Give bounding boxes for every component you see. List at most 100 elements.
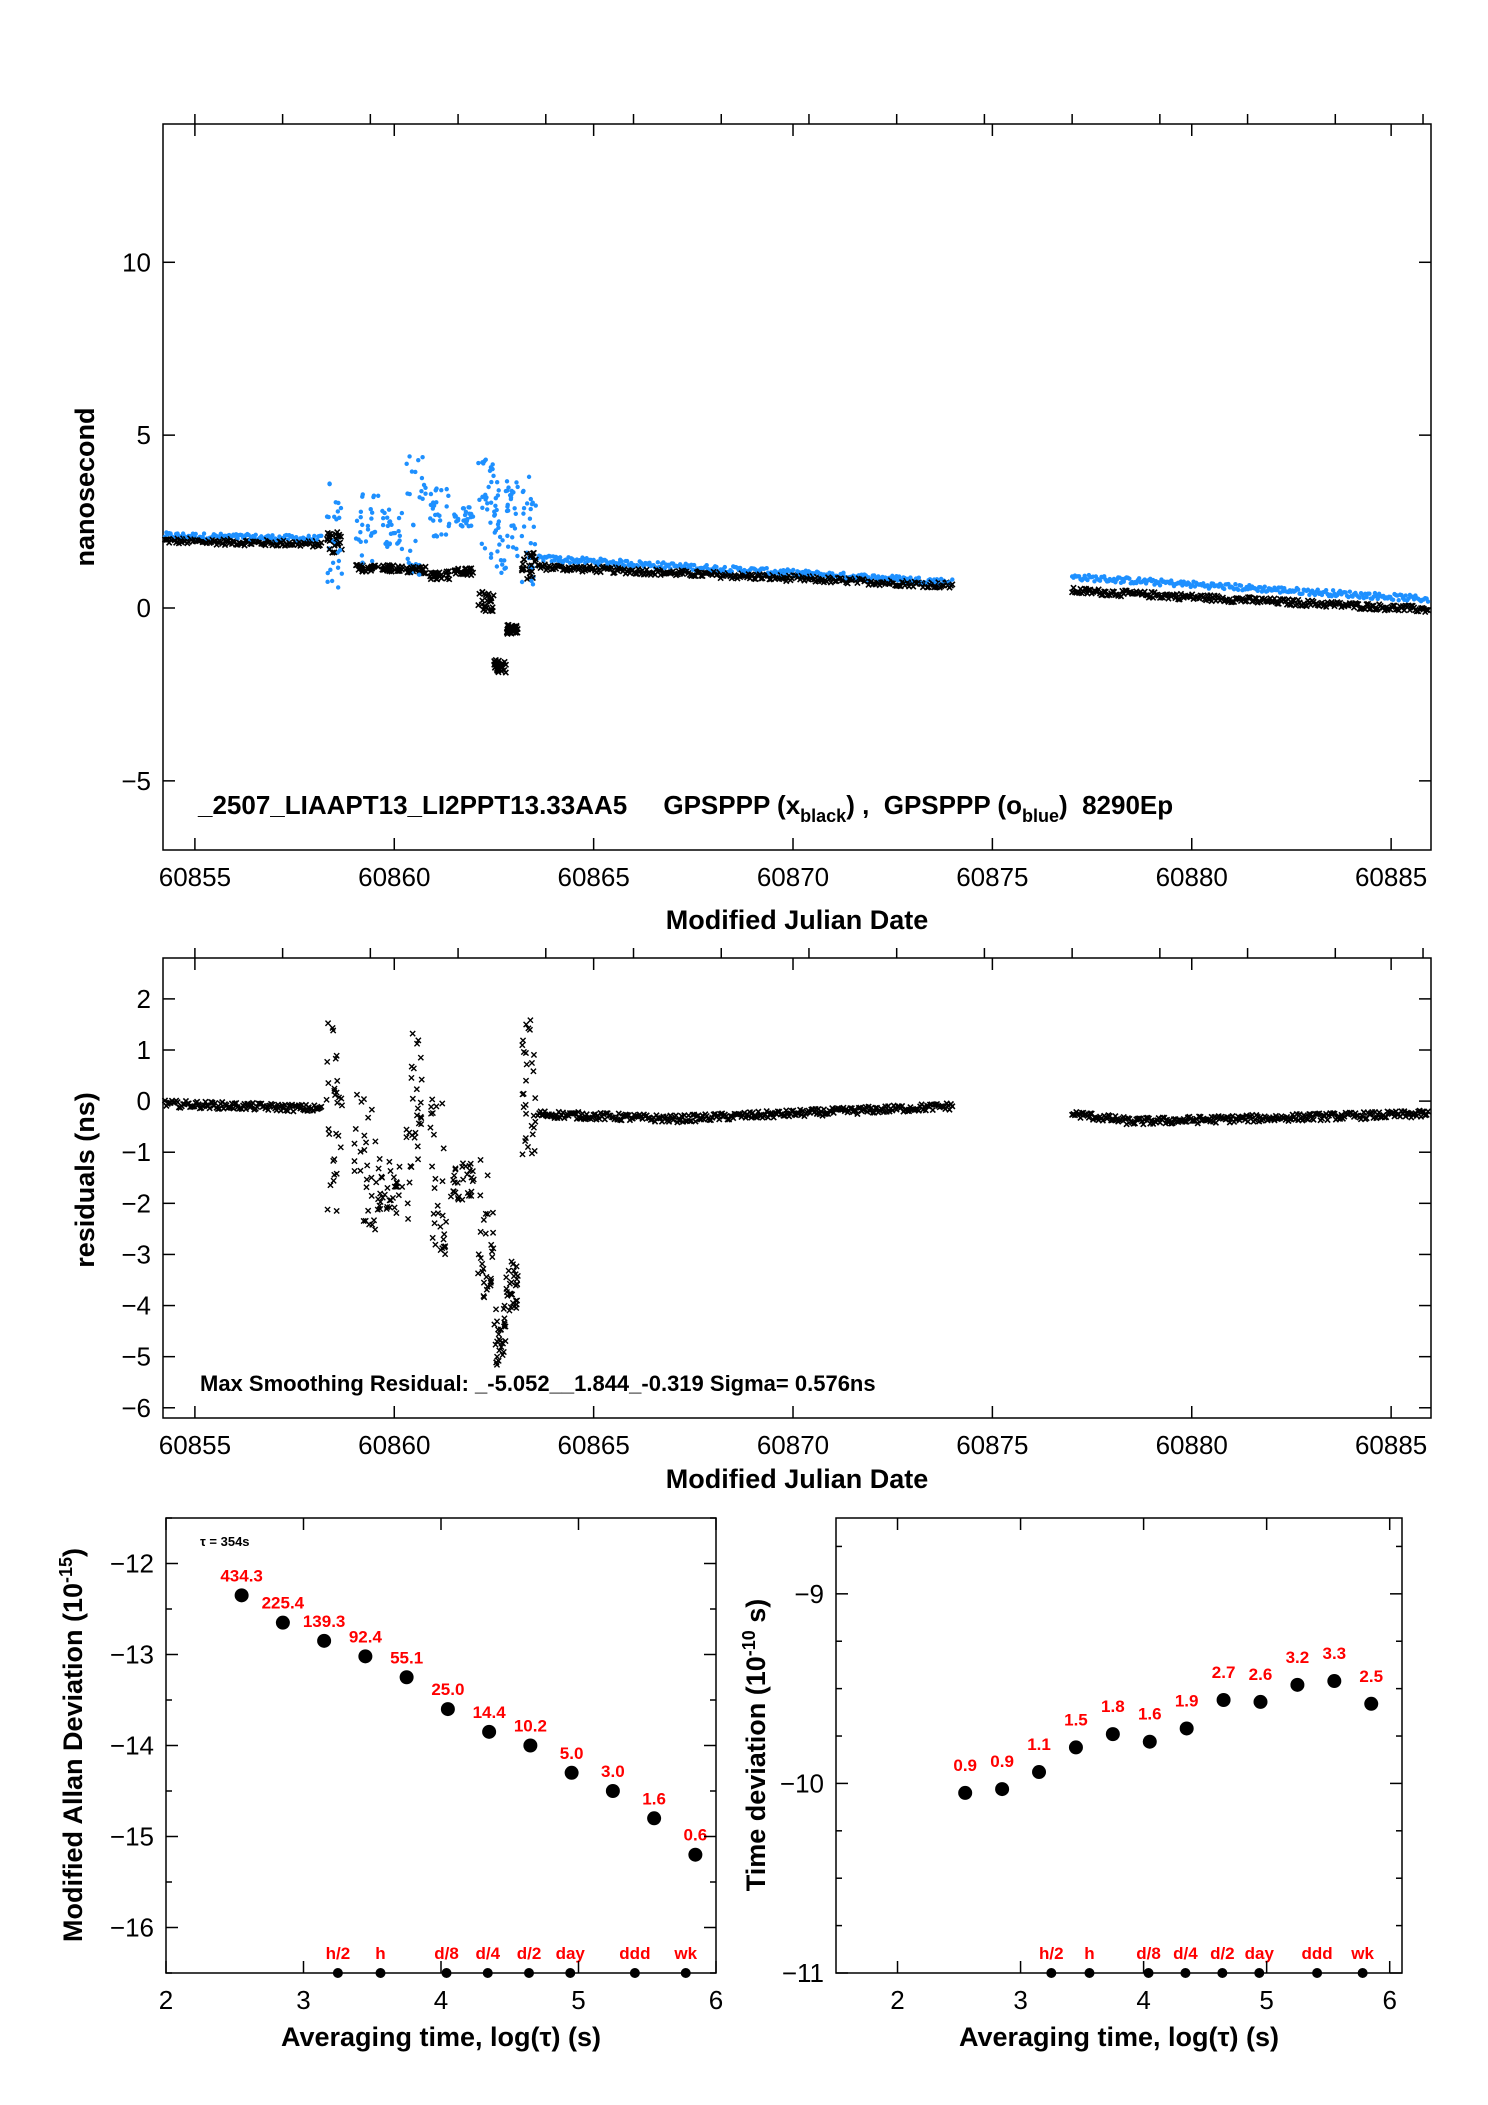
blue-point (405, 491, 410, 496)
blue-point (526, 474, 532, 480)
point-label: 0.9 (953, 1756, 977, 1775)
x-tick-label: 60865 (557, 862, 629, 892)
axis-ticks: 60855 60860 60865 60870 60875 60880 60885 −5 0 5 1… (121, 114, 1431, 892)
residual-point (452, 1165, 459, 1172)
blue-point (622, 563, 627, 569)
blue-point (500, 562, 505, 567)
residual-point (334, 1099, 341, 1106)
interval-label: ddd (619, 1944, 650, 1963)
blue-point (431, 518, 436, 523)
y-tick-label: −10 (780, 1768, 824, 1798)
black-point (318, 539, 325, 546)
blue-point (387, 541, 393, 546)
stability-point (1105, 1727, 1120, 1742)
blue-point (1403, 593, 1408, 598)
blue-point (514, 546, 519, 552)
residual-point (496, 1347, 503, 1354)
residual-point (498, 1343, 505, 1351)
x-tick-label: 2 (159, 1985, 173, 2015)
residual-point (523, 1061, 530, 1068)
black-point (433, 575, 440, 583)
black-point (335, 540, 342, 547)
blue-point (497, 534, 503, 540)
blue-point (507, 493, 513, 498)
axis-ticks: 2 3 4 5 6 −9 −10 −11 (780, 1518, 1402, 2015)
residual-point (854, 1110, 861, 1118)
residual-point (409, 1030, 416, 1037)
residual-point (414, 1156, 422, 1163)
residual-point (441, 1231, 448, 1238)
black-point (1175, 596, 1182, 603)
black-point (221, 541, 229, 549)
blue-point (495, 549, 500, 554)
residual-point (417, 1054, 424, 1061)
residual-point (482, 1210, 489, 1217)
blue-point (356, 537, 361, 542)
residual-point (361, 1132, 368, 1139)
residual-point (364, 1162, 371, 1169)
residual-point (1194, 1120, 1201, 1127)
residual-point (869, 1109, 876, 1116)
blue-point (506, 485, 511, 490)
blue-point (1097, 578, 1103, 583)
stability-point (523, 1738, 538, 1753)
residual-point (412, 1129, 419, 1136)
residual-point (468, 1192, 475, 1199)
residual-point (324, 1058, 331, 1065)
interval-label: h/2 (326, 1944, 351, 1963)
blue-point (504, 479, 510, 484)
x-tick-label: 4 (434, 1985, 448, 2015)
residual-point (464, 1171, 471, 1178)
blue-point (435, 512, 440, 517)
series-annotation: _2507_LIAAPT13_LI2PPT13.33AA5 GPSPPP (xb… (197, 790, 1173, 826)
residual-point (430, 1210, 437, 1217)
residual-point (820, 1106, 828, 1113)
stability-point (1290, 1677, 1305, 1692)
residual-point (338, 1102, 346, 1109)
blue-point (466, 524, 471, 529)
black-point (528, 562, 535, 569)
residual-point (391, 1204, 398, 1211)
residual-point (353, 1091, 361, 1098)
blue-point (338, 505, 344, 511)
interval-label: d/8 (1136, 1944, 1161, 1963)
blue-point (1323, 588, 1329, 593)
blue-point (515, 553, 520, 559)
blue-point (375, 493, 381, 499)
residual-point (493, 1359, 500, 1366)
blue-point (407, 454, 412, 459)
residual-point (325, 1079, 332, 1087)
residual-point (433, 1103, 440, 1110)
blue-point (360, 522, 365, 528)
residual-point (783, 1107, 790, 1114)
x-tick-label: 6 (1382, 1985, 1396, 2015)
residual-point (510, 1303, 518, 1310)
x-axis-title: Modified Julian Date (666, 905, 929, 935)
blue-point (512, 506, 517, 511)
black-point (514, 625, 521, 633)
blue-point (1136, 576, 1142, 581)
residual-point (387, 1197, 394, 1204)
residual-point (324, 1206, 331, 1213)
residual-point (454, 1179, 461, 1186)
stability-point (564, 1765, 579, 1780)
x-tick-label: 2 (890, 1985, 904, 2015)
y-tick-label: −15 (110, 1822, 154, 1852)
blue-point (380, 522, 386, 528)
black-point (520, 556, 528, 563)
residual-point (404, 1215, 412, 1223)
blue-point (335, 565, 341, 570)
residual-point (404, 1200, 411, 1207)
interval-marker (524, 1968, 534, 1978)
black-point (487, 597, 494, 605)
point-label: 3.0 (601, 1762, 625, 1781)
blue-point (494, 479, 500, 485)
blue-point (1233, 582, 1238, 587)
residual-point (334, 1077, 341, 1084)
point-label: 2.6 (1249, 1665, 1273, 1684)
interval-marker (1143, 1968, 1154, 1978)
interval-label: d/4 (1173, 1944, 1198, 1963)
residual-point (523, 1021, 530, 1028)
black-point (388, 568, 395, 575)
stability-point (234, 1588, 249, 1603)
